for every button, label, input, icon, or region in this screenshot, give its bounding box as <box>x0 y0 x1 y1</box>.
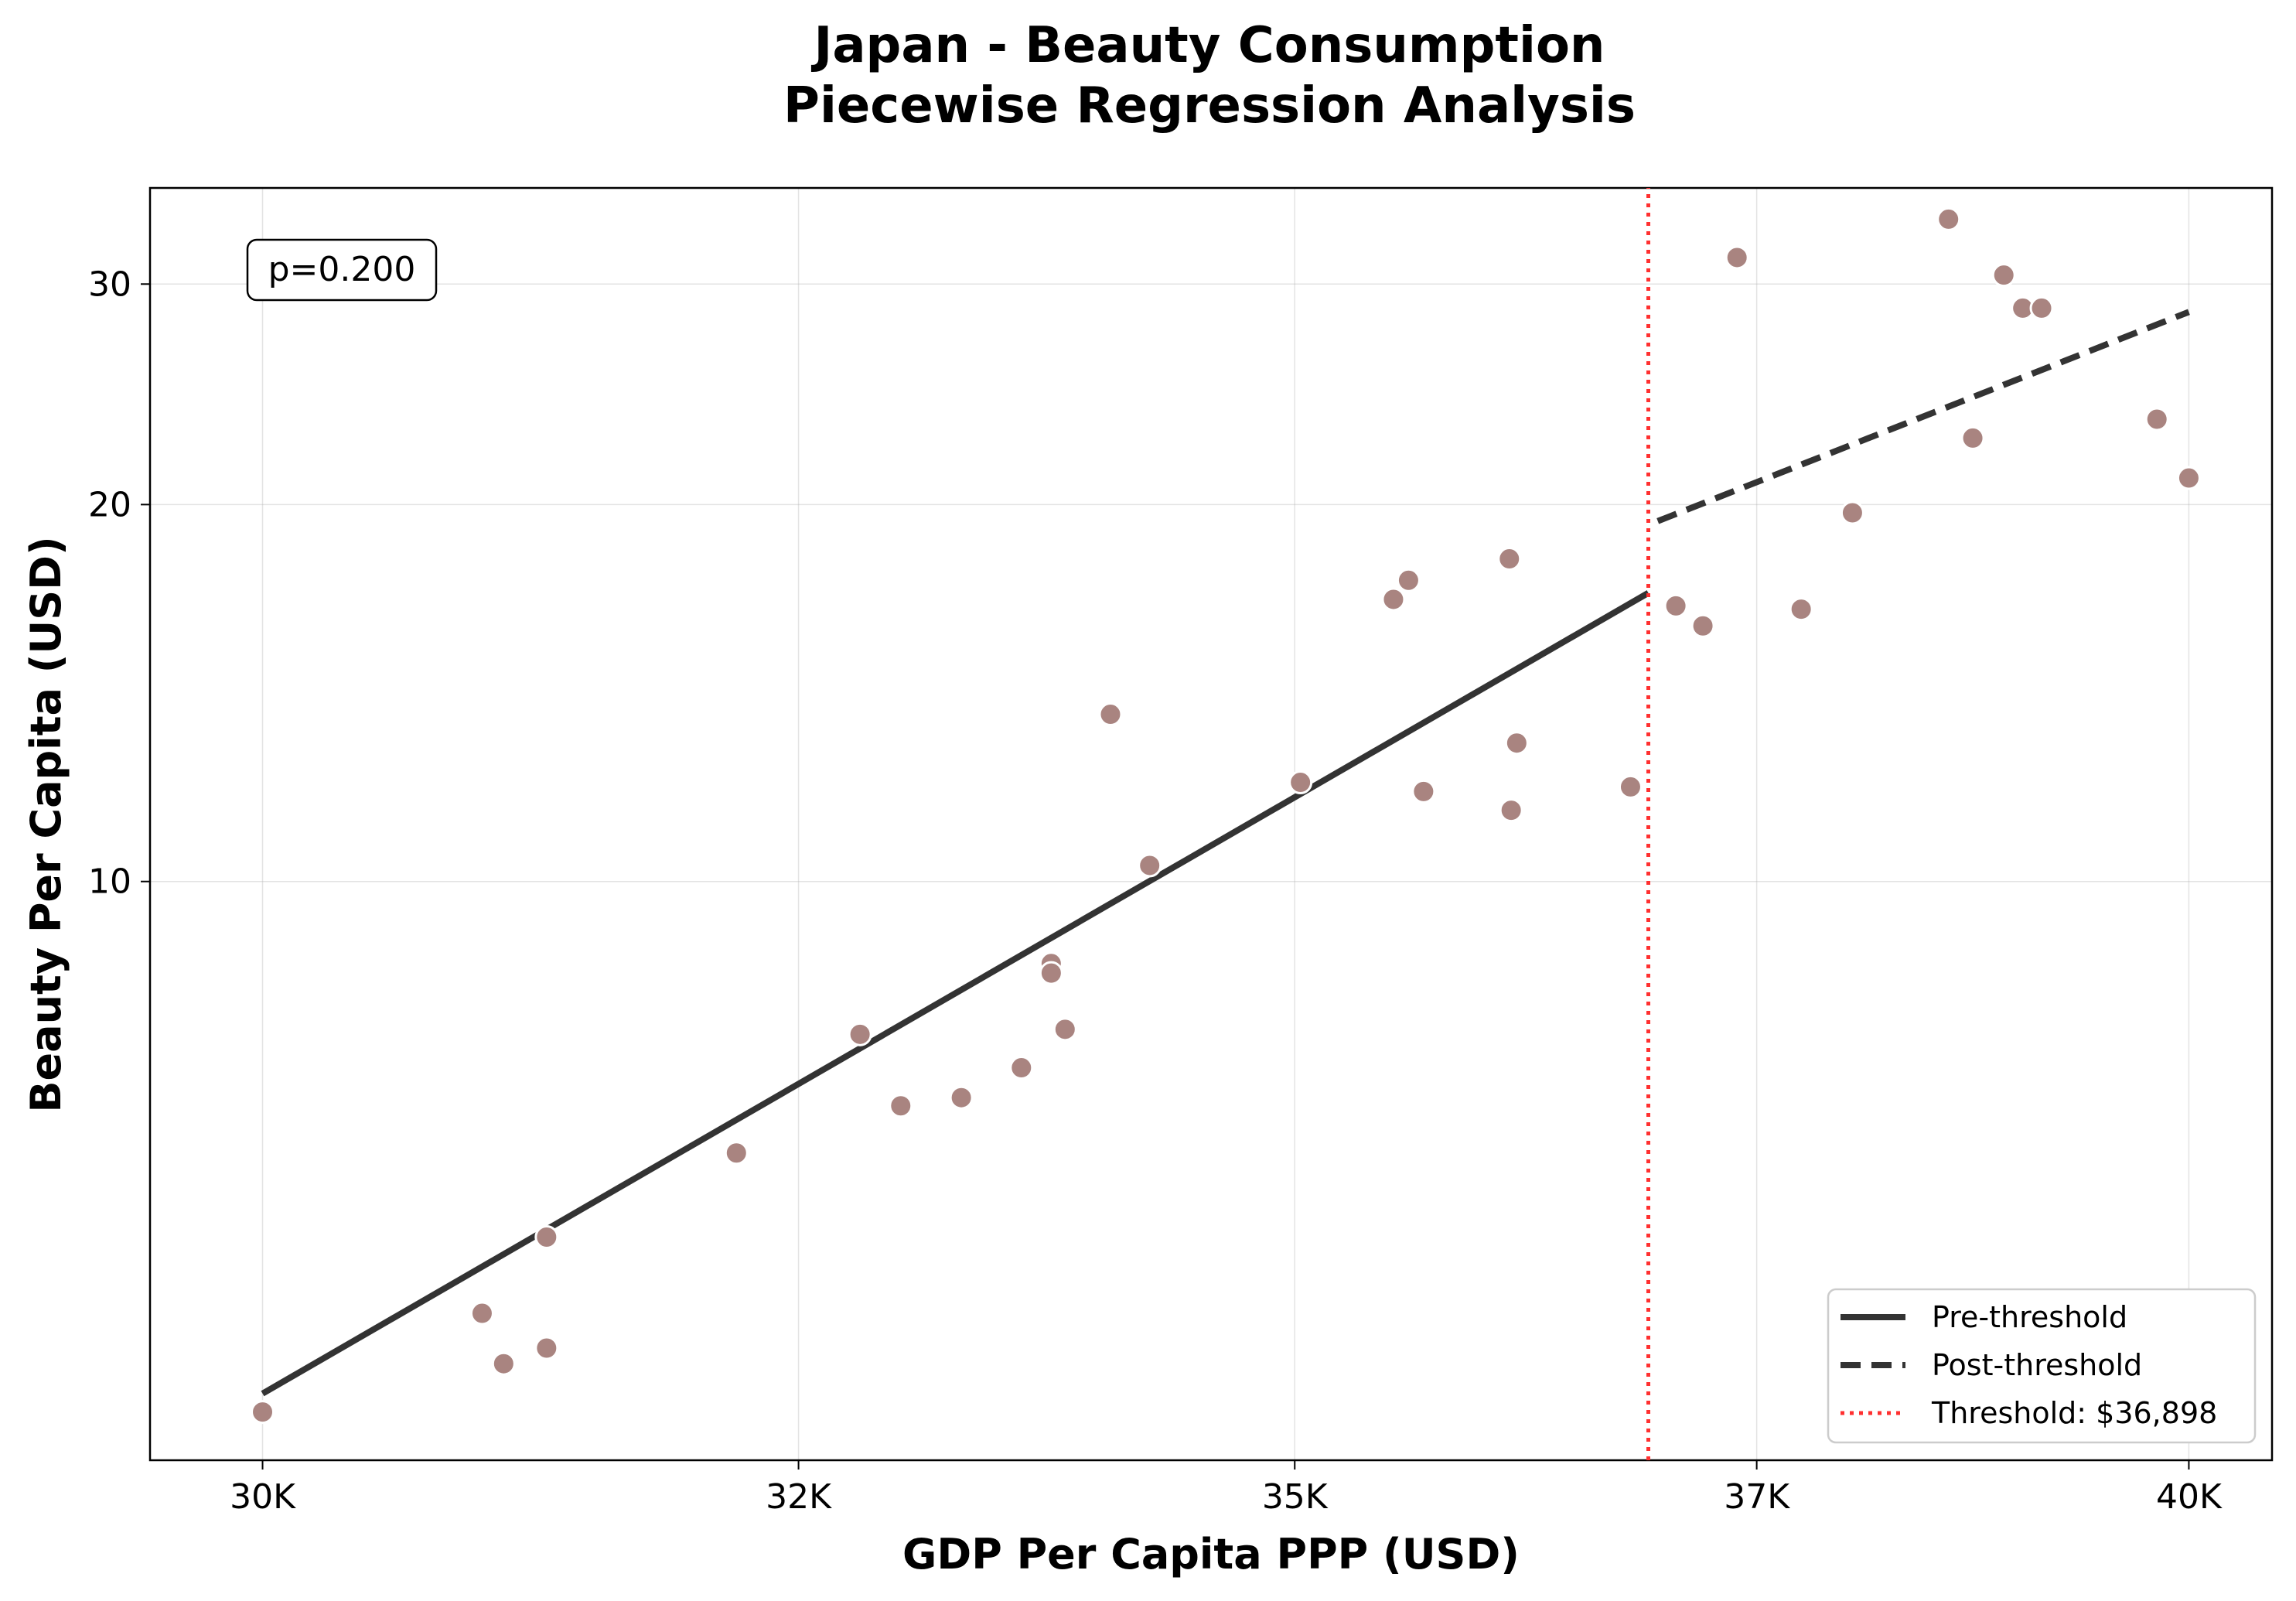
data-point <box>469 1301 494 1326</box>
legend-box <box>1827 1288 2257 1444</box>
p-value-annotation: p=0.200 <box>246 238 438 302</box>
data-point <box>1381 587 1406 612</box>
p-value-text: p=0.200 <box>268 250 416 289</box>
legend-post-threshold-label: Post-threshold <box>1932 1348 2142 1382</box>
pre-threshold-line <box>261 590 1650 1397</box>
chart-title-line-1: Japan - Beauty Consumption <box>811 17 1605 74</box>
data-point <box>1960 425 1985 450</box>
data-points <box>251 207 2201 1425</box>
x-tick-label: 30K <box>230 1477 296 1517</box>
data-point <box>2029 295 2054 320</box>
data-point <box>1504 731 1529 756</box>
data-point <box>949 1085 974 1110</box>
x-tick-label: 35K <box>1262 1477 1329 1517</box>
y-tick-label: 10 <box>88 862 131 902</box>
data-point <box>1618 774 1643 799</box>
data-point <box>1411 779 1436 804</box>
y-axis-label: Beauty Per Capita (USD) <box>22 536 70 1112</box>
x-tick-label: 37K <box>1724 1477 1790 1517</box>
data-point <box>491 1351 516 1376</box>
data-point <box>848 1022 872 1046</box>
data-point <box>1663 593 1688 618</box>
y-tick-label: 20 <box>88 485 131 524</box>
data-point <box>1690 613 1715 638</box>
x-tick-label: 40K <box>2156 1477 2223 1517</box>
data-point <box>1396 568 1421 592</box>
p-value-box <box>246 238 438 302</box>
legend-pre-threshold-label: Pre-threshold <box>1932 1300 2127 1334</box>
legend-threshold-label: Threshold: $36,898 <box>1931 1396 2217 1430</box>
data-point <box>1052 1017 1077 1042</box>
x-axis-ticks: 30K 32K 35K 37K 40K <box>230 1460 2223 1517</box>
grid-lines <box>150 188 2272 1460</box>
data-point <box>1499 798 1523 823</box>
regression-lines <box>261 188 2190 1460</box>
x-axis-label: GDP Per Capita PPP (USD) <box>902 1530 1520 1579</box>
data-point <box>534 1336 559 1360</box>
data-point <box>889 1094 913 1118</box>
data-point <box>1288 770 1313 795</box>
data-point <box>1497 547 1522 572</box>
post-threshold-line <box>1656 309 2190 524</box>
plot-area <box>148 186 2274 1462</box>
y-axis-ticks: 10 20 30 <box>88 265 150 902</box>
data-point <box>251 1400 275 1425</box>
data-point <box>534 1225 559 1250</box>
data-point <box>1725 245 1749 270</box>
data-point <box>1039 961 1063 985</box>
y-tick-label: 30 <box>88 265 131 304</box>
chart-title-line-2: Piecewise Regression Analysis <box>783 77 1636 135</box>
data-point <box>1789 597 1813 622</box>
data-point <box>1138 853 1162 878</box>
data-point <box>1098 702 1123 727</box>
data-point <box>724 1141 749 1166</box>
x-tick-label: 32K <box>766 1477 832 1517</box>
legend: Pre-threshold Post-threshold Threshold: $3… <box>1827 1288 2257 1444</box>
data-point <box>1936 207 1961 231</box>
data-point <box>1840 500 1864 525</box>
data-point <box>2176 466 2201 490</box>
data-point <box>1009 1056 1034 1080</box>
data-point <box>2144 407 2169 432</box>
data-point <box>1991 263 2016 288</box>
